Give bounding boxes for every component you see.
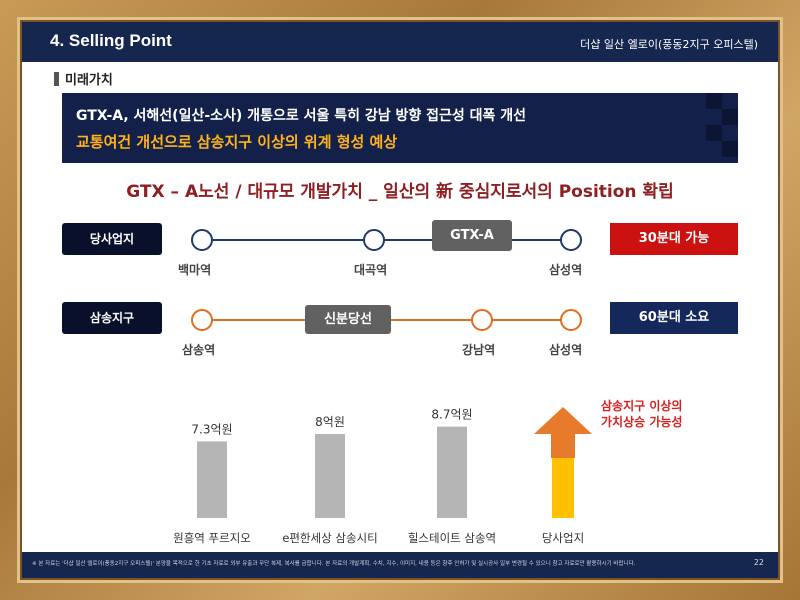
travel-time-badge: 60분대 소요	[610, 302, 738, 334]
section-heading: 미래가치	[54, 69, 113, 88]
route-label: 삼송지구	[62, 302, 162, 334]
travel-time-badge: 30분대 가능	[610, 223, 738, 255]
station-gangnam: 강남역	[462, 343, 496, 357]
up-arrow-icon	[534, 407, 592, 458]
station-samseong: 삼성역	[549, 343, 583, 357]
banner-line-1: GTX-A, 서해선(일산-소사) 개통으로 서울 특히 강남 방향 접근성 대…	[76, 108, 527, 124]
rise-note-line-2: 가치상승 가능성	[601, 415, 683, 429]
category-label: e편한세상 삼송시티	[282, 531, 377, 545]
station-daegok: 대곡역	[354, 263, 388, 277]
bar-1	[197, 441, 227, 518]
section-bar-icon	[54, 72, 59, 86]
section-label: 미래가치	[65, 73, 113, 88]
footer-bar: ※ 본 자료는 '더샵 일산 엘로이(풍동2지구 오피스텔)' 분양을 목적으로…	[22, 552, 778, 578]
category-label: 힐스테이트 삼송역	[408, 531, 496, 545]
line-tag-gtx: GTX-A	[432, 220, 512, 251]
slide-title: 4. Selling Point	[50, 31, 172, 50]
decor-square	[722, 141, 738, 157]
route-label: 당사업지	[62, 223, 162, 255]
headline: GTX – A노선 / 대규모 개발가치 _ 일산의 新 중심지로서의 Posi…	[126, 182, 674, 202]
bar-2	[315, 434, 345, 518]
bar-3	[437, 426, 467, 518]
bar-value-label: 8억원	[315, 415, 345, 429]
site-bar	[552, 457, 574, 518]
route-line-sinbundang	[191, 309, 582, 331]
bar-value-label: 7.3억원	[191, 422, 232, 436]
line-tag-sinbundang: 신분당선	[305, 305, 391, 334]
decor-square	[706, 125, 722, 141]
decor-square	[722, 109, 738, 125]
summary-banner: GTX-A, 서해선(일산-소사) 개통으로 서울 특히 강남 방향 접근성 대…	[62, 93, 738, 163]
header-bar: 4. Selling Point 더샵 일산 엘로이(풍동2지구 오피스텔)	[22, 22, 778, 62]
value-rise-note: 삼송지구 이상의 가치상승 가능성	[601, 398, 721, 430]
category-label: 당사업지	[542, 531, 584, 545]
bar-value-label: 8.7억원	[431, 408, 472, 422]
page-number: 22	[753, 558, 764, 567]
route-line-gtx	[191, 229, 582, 251]
station-baekma: 백마역	[178, 263, 212, 277]
category-label: 원흥역 푸르지오	[173, 531, 251, 545]
station-samsong: 삼송역	[182, 343, 216, 357]
station-samseong: 삼성역	[549, 263, 583, 277]
decor-square	[706, 93, 722, 109]
banner-line-2: 교통여건 개선으로 삼송지구 이상의 위계 형성 예상	[76, 133, 398, 151]
project-name: 더샵 일산 엘로이(풍동2지구 오피스텔)	[580, 38, 758, 51]
rise-note-line-1: 삼송지구 이상의	[601, 399, 683, 413]
disclaimer: ※ 본 자료는 '더샵 일산 엘로이(풍동2지구 오피스텔)' 분양을 목적으로…	[32, 561, 636, 567]
slide: 4. Selling Point 더샵 일산 엘로이(풍동2지구 오피스텔) 미…	[22, 22, 778, 578]
